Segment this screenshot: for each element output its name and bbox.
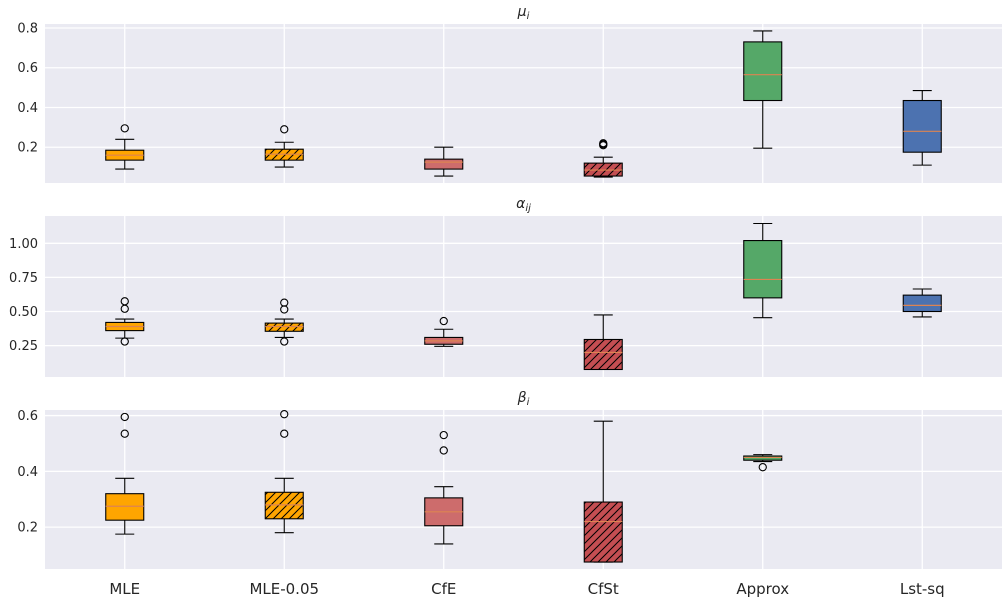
xtick-label-mle: MLE bbox=[109, 580, 140, 598]
panel-mu-title: μi bbox=[517, 4, 530, 22]
box-beta-mle-body bbox=[105, 493, 145, 521]
box-mu-approx-body bbox=[743, 41, 783, 102]
panel-beta-background bbox=[45, 410, 1002, 569]
box-alpha-cfst-hatch bbox=[584, 339, 623, 370]
panel-alpha-ytick-label: 0.75 bbox=[9, 271, 38, 286]
box-mu-cfe-body bbox=[424, 158, 464, 170]
panel-mu-background bbox=[45, 24, 1002, 183]
xtick-label-approx: Approx bbox=[736, 580, 789, 598]
box-alpha-lst-sq-body bbox=[902, 294, 942, 313]
panel-beta-title: βi bbox=[517, 390, 530, 408]
box-mu-cfst-outlier bbox=[599, 139, 608, 148]
box-beta-mle-0-05-outlier bbox=[280, 429, 289, 438]
box-beta-mle-0-05-hatch bbox=[265, 492, 304, 519]
panel-mu-ytick-label: 0.2 bbox=[17, 141, 38, 156]
panel-beta-ytick-label: 0.2 bbox=[17, 521, 38, 536]
box-alpha-mle-outlier bbox=[120, 337, 129, 346]
xtick-label-mle-0-05: MLE-0.05 bbox=[249, 580, 319, 598]
box-alpha-mle-0-05-outlier bbox=[280, 337, 289, 346]
box-beta-cfe-outlier bbox=[439, 446, 448, 455]
xtick-label-lst-sq: Lst-sq bbox=[900, 580, 945, 598]
box-beta-approx-body bbox=[743, 455, 783, 461]
xtick-label-cfst: CfSt bbox=[588, 580, 619, 598]
box-alpha-mle-0-05-outlier bbox=[280, 298, 289, 307]
panel-alpha-background bbox=[45, 216, 1002, 377]
panel-beta-ytick-label: 0.4 bbox=[17, 465, 38, 480]
panel-mu-ytick-label: 0.6 bbox=[17, 61, 38, 76]
panel-alpha-ytick-label: 1.00 bbox=[9, 237, 38, 252]
box-alpha-mle-0-05-hatch bbox=[265, 323, 304, 332]
box-beta-cfe-outlier bbox=[439, 430, 448, 440]
panel-alpha-title: αij bbox=[516, 196, 531, 214]
panel-alpha-ytick-label: 0.25 bbox=[9, 339, 38, 354]
box-mu-mle-0-05-outlier bbox=[280, 125, 289, 134]
panel-alpha-ytick-label: 0.50 bbox=[9, 305, 38, 320]
box-beta-approx-outlier bbox=[758, 463, 767, 472]
panel-mu-ytick-label: 0.4 bbox=[17, 101, 38, 116]
box-beta-mle-0-05-outlier bbox=[280, 410, 289, 419]
box-mu-lst-sq-body bbox=[902, 99, 942, 153]
box-beta-mle-outlier bbox=[120, 429, 129, 438]
box-alpha-approx-body bbox=[743, 240, 783, 299]
xtick-label-cfe: CfE bbox=[431, 580, 456, 598]
box-alpha-mle-outlier bbox=[120, 297, 129, 306]
panel-beta-ytick-label: 0.6 bbox=[17, 409, 38, 424]
box-mu-mle-outlier bbox=[120, 124, 129, 133]
box-beta-mle-outlier bbox=[120, 412, 129, 422]
panel-mu-ytick-label: 0.8 bbox=[17, 21, 38, 36]
box-beta-cfst-hatch bbox=[584, 502, 623, 563]
box-alpha-cfe-outlier bbox=[439, 316, 448, 326]
